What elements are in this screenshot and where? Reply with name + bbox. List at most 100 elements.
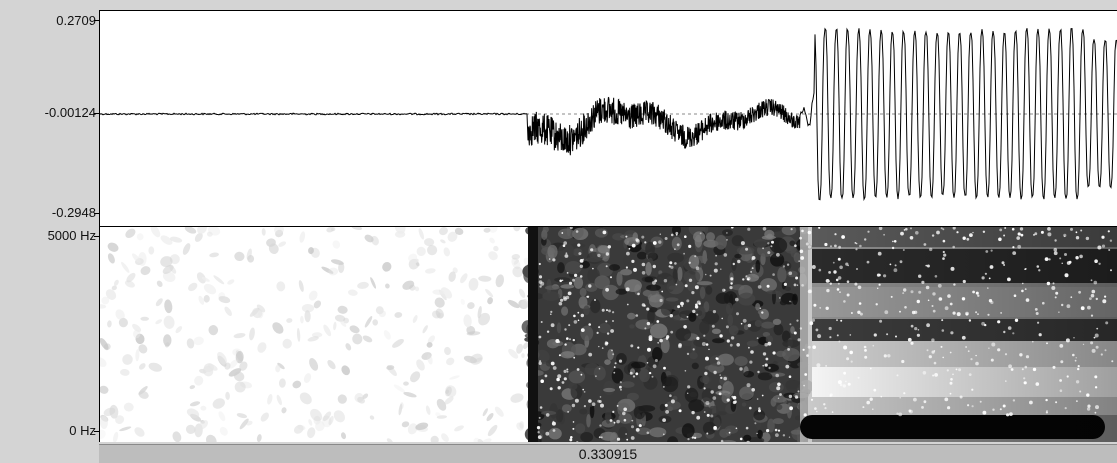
waveform-panel[interactable] [99, 10, 1117, 226]
speckle [692, 348, 695, 351]
noise-blob [239, 381, 253, 389]
spectrogram-bottom-label: 0 Hz [69, 423, 96, 438]
noise-blob [170, 236, 183, 243]
speckle [829, 282, 832, 285]
noise-blob [156, 280, 163, 287]
noise-blob [364, 234, 374, 243]
speckle [849, 350, 853, 355]
speckle [794, 244, 797, 247]
speckle [909, 236, 914, 240]
speckle [1110, 269, 1112, 272]
noise-blob [352, 333, 363, 345]
noise-blob [369, 415, 375, 420]
waveform-mid-tick [94, 113, 99, 114]
fricative-blob [662, 376, 679, 393]
speckle [941, 319, 944, 322]
speckle [555, 339, 560, 343]
noise-blob [379, 310, 386, 318]
speckle [1013, 294, 1017, 297]
speckle [801, 284, 804, 287]
speckle [1000, 312, 1002, 314]
spectrogram-panel[interactable] [99, 226, 1117, 442]
speckle [1107, 230, 1110, 233]
fricative-blob [693, 338, 709, 347]
noise-blob [163, 315, 175, 329]
speckle [1090, 341, 1094, 345]
noise-blob [427, 354, 433, 365]
fricative-blob [645, 241, 655, 257]
noise-blob [321, 266, 334, 274]
speckle [569, 227, 573, 230]
speckle [564, 328, 567, 331]
duration-label: 0.330915 [578, 446, 638, 462]
speckle [598, 326, 601, 329]
speckle [1040, 230, 1044, 234]
speckle [1109, 239, 1113, 242]
speckle [563, 369, 567, 373]
fricative-blob [683, 269, 701, 284]
speckle [1064, 253, 1067, 256]
noise-blob [427, 244, 438, 256]
speckle [569, 438, 573, 442]
speckle [904, 306, 907, 309]
speckle [772, 351, 776, 355]
noise-blob [487, 297, 493, 305]
speckle [839, 383, 843, 387]
speckle [843, 300, 846, 303]
speckle [775, 433, 779, 437]
fricative-blob [583, 305, 590, 316]
speckle [867, 230, 870, 233]
noise-blob [334, 314, 346, 322]
fricative-blob [792, 293, 798, 305]
noise-blob [493, 245, 499, 252]
speckle [934, 373, 938, 377]
fricative-blob [648, 307, 658, 313]
speckle [728, 431, 731, 434]
spectrogram-fricative-region [521, 227, 814, 442]
speckle [863, 345, 867, 349]
speckle [565, 295, 570, 300]
speckle [696, 300, 701, 305]
speckle [793, 331, 797, 335]
speckle [684, 284, 688, 288]
fricative-blob [660, 337, 670, 354]
speckle [825, 306, 829, 310]
speckle [1054, 296, 1057, 299]
noise-blob [485, 288, 494, 298]
speckle [608, 309, 611, 313]
fricative-blob [728, 325, 739, 336]
speckle [730, 282, 733, 285]
speckle [757, 285, 762, 289]
noise-blob [489, 237, 495, 244]
noise-blob [448, 271, 456, 282]
speckle [767, 242, 770, 245]
fricative-blob [790, 326, 795, 334]
speckle [641, 271, 646, 275]
speckle [610, 276, 612, 279]
time-bar[interactable]: 0.330915 [99, 444, 1117, 463]
fricative-blob [779, 299, 788, 306]
noise-blob [375, 306, 384, 315]
speckle [644, 241, 647, 244]
speckle [726, 339, 730, 343]
speckle [654, 359, 658, 362]
fricative-blob [548, 427, 562, 440]
speckle [799, 249, 804, 254]
speckle [997, 320, 1001, 324]
speckle [1052, 365, 1056, 369]
speckle [1051, 286, 1056, 290]
speckle [605, 252, 610, 256]
speckle [878, 283, 881, 286]
vowel-shade [812, 227, 1117, 442]
speckle [732, 400, 737, 405]
fricative-blob [753, 409, 766, 421]
noise-blob [206, 434, 217, 442]
speckle [914, 327, 918, 331]
noise-blob [409, 284, 416, 291]
noise-blob [113, 279, 119, 286]
speckle [562, 295, 567, 300]
speckle [1005, 380, 1007, 382]
speckle [896, 412, 899, 415]
noise-blob [444, 396, 454, 405]
noise-blob [482, 408, 488, 417]
